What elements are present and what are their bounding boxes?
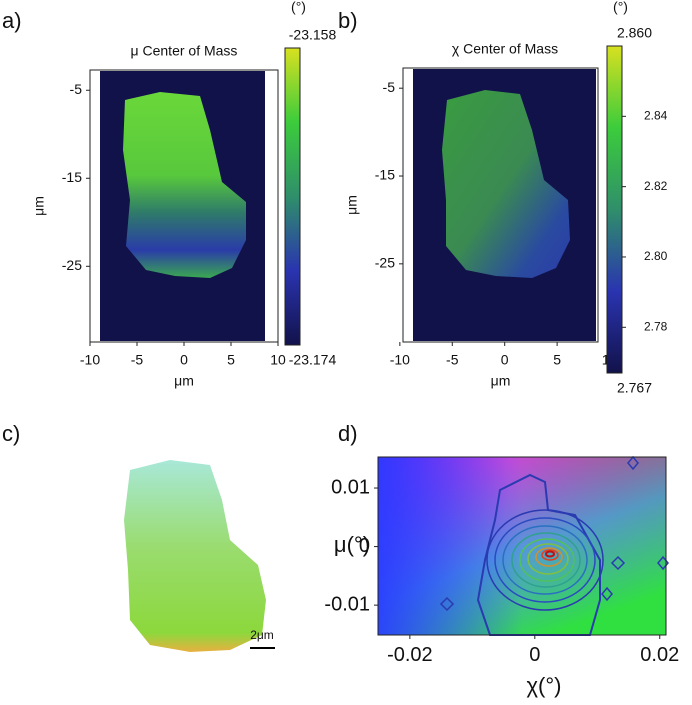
scale-label: 2μm: [250, 628, 274, 642]
x-tick-label: -10: [80, 351, 100, 367]
x-tick-label: 10: [270, 351, 286, 367]
y-tick-label: -25: [375, 255, 395, 271]
y-tick-label: -5: [383, 79, 396, 95]
x-tick-label: -5: [446, 351, 459, 367]
x-axis-label: μm: [491, 373, 511, 389]
contour-image: [377, 455, 669, 636]
y-tick-label: -5: [70, 81, 83, 97]
y-tick-label: 0.01: [331, 476, 370, 498]
colorbar-tick-label: 2.80: [644, 249, 668, 263]
y-axis-label: μm: [344, 195, 360, 215]
y-tick-label: -15: [62, 169, 82, 185]
panel-label: a): [2, 8, 22, 33]
heatmap-image: [402, 67, 599, 343]
heatmap-image: [89, 69, 279, 343]
y-tick-label: 0: [359, 535, 370, 557]
x-tick-label: 0: [529, 644, 540, 666]
panel-label: c): [2, 421, 20, 446]
y-tick-label: -0.01: [324, 593, 370, 615]
y-tick-label: -15: [375, 167, 395, 183]
colorbar: [606, 45, 623, 374]
colorbar-tick-label: 2.82: [644, 179, 668, 193]
x-tick-label: 5: [553, 351, 561, 367]
x-tick-label: 0: [180, 351, 188, 367]
chart-title: χ Center of Mass: [452, 41, 558, 57]
y-axis-label: μm: [31, 196, 47, 216]
chart-title: μ Center of Mass: [131, 43, 238, 59]
colorbar-tick-label: 2.84: [644, 108, 668, 122]
x-axis-label: χ(°): [527, 673, 562, 698]
colorbar: [284, 47, 301, 346]
y-axis-label: μ(°): [334, 532, 370, 557]
y-tick-label: -25: [62, 257, 82, 273]
colorbar-unit: (°): [613, 0, 628, 15]
colorbar-unit: (°): [291, 0, 306, 15]
colorbar-tick-label: -23.174: [289, 352, 337, 368]
colorbar-tick-label: 2.78: [644, 319, 668, 333]
x-axis-label: μm: [174, 373, 194, 389]
map-image: [124, 460, 266, 652]
x-tick-label: -5: [131, 351, 144, 367]
colorbar-tick-label: 2.767: [617, 380, 652, 396]
x-tick-label: 0.02: [640, 644, 679, 666]
x-tick-label: -0.02: [387, 644, 433, 666]
x-tick-label: -10: [390, 351, 410, 367]
x-tick-label: 0: [501, 351, 509, 367]
panel-label: d): [338, 421, 358, 446]
colorbar-tick-label: -23.158: [289, 27, 337, 43]
colorbar-tick-label: 2.860: [617, 25, 652, 41]
panel-label: b): [338, 8, 358, 33]
x-tick-label: 5: [227, 351, 235, 367]
